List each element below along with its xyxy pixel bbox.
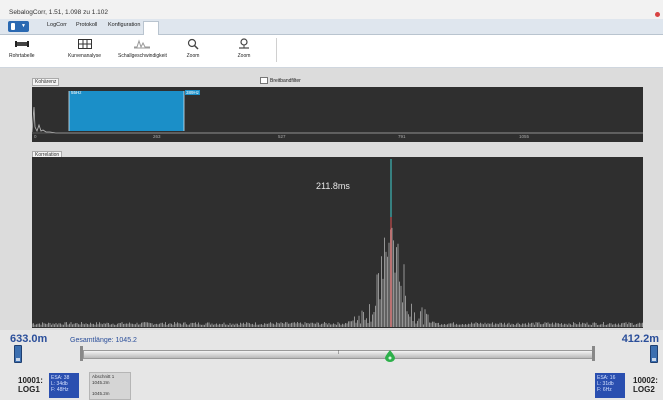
schallgeschwindigkeit-label: Schallgeschwindigkeit	[118, 53, 167, 59]
left-distance: 633.0m	[10, 333, 48, 345]
left-level: L: 34db	[51, 381, 68, 387]
tab-logcorr[interactable]: LogCorr	[47, 22, 67, 28]
schallgeschwindigkeit-button[interactable]: Schallgeschwindigkeit	[118, 37, 167, 59]
toolbar-separator	[276, 38, 277, 62]
zoom-reset-icon	[235, 37, 253, 50]
tab-konfiguration[interactable]: Konfiguration	[108, 22, 141, 28]
total-length: Gesamtlänge: 1045.2	[70, 337, 137, 344]
pipe-end-cap	[592, 346, 595, 361]
pipe-start-cap	[80, 346, 83, 361]
left-sensor-icon[interactable]	[14, 345, 22, 363]
checkbox-box[interactable]	[260, 77, 268, 84]
left-logger-name: 10001: LOG1	[18, 376, 43, 394]
right-logger-info: ESA: 16 L: 31db F: 6Hz	[595, 373, 625, 398]
close-icon[interactable]	[655, 12, 660, 17]
peak-time-label: 211.8ms	[316, 181, 350, 191]
coherence-tick: 791	[398, 134, 406, 139]
left-logger-label: LOG1	[18, 385, 40, 394]
wave-icon	[133, 37, 151, 50]
right-logger-label: LOG2	[633, 385, 655, 394]
coherence-tick: 527	[278, 134, 286, 139]
chevron-down-icon: ▼	[21, 23, 26, 29]
zoom-icon	[184, 37, 202, 50]
rohrtabelle-button[interactable]: Rohrtabelle	[9, 37, 35, 59]
broadband-filter-label: Breitbandfilter	[270, 77, 301, 84]
tab-protokoll[interactable]: Protokoll	[76, 22, 98, 28]
pipe-table-icon	[13, 37, 31, 50]
right-level: L: 31db	[597, 381, 614, 387]
tab-empty[interactable]	[143, 21, 159, 35]
right-sensor-icon[interactable]	[650, 345, 658, 363]
coherence-tick: 263	[153, 134, 161, 139]
pipe-marker: I	[338, 350, 340, 356]
left-esa: ESA: 38	[51, 375, 70, 381]
broadband-filter-checkbox[interactable]: Breitbandfilter	[260, 77, 301, 84]
right-esa: ESA: 16	[597, 375, 616, 381]
section-box[interactable]: Abschnitt 1 1045.2m 1045.2m	[89, 372, 131, 400]
section-title: Abschnitt 1	[92, 374, 115, 379]
title-bar	[0, 0, 663, 19]
pipe-track[interactable]: I	[80, 344, 595, 366]
correlation-curve	[32, 227, 643, 327]
left-logger-info: ESA: 38 L: 34db F: 48Hz	[49, 373, 79, 398]
section-extra: 1045.2m	[92, 391, 110, 396]
coherence-tick: 0	[34, 134, 37, 139]
zoom-in-label: Zoom	[186, 53, 200, 59]
app-title: SebalogCorr, 1.51, 1.098 zu 1.102	[9, 9, 109, 16]
coherence-label: Kohärenz	[32, 78, 60, 86]
toolbar	[0, 35, 663, 68]
grid-icon	[76, 37, 94, 50]
left-logger-id: 10001:	[18, 376, 43, 385]
leak-position-icon[interactable]	[385, 350, 395, 362]
right-logger-name: 10002: LOG2	[633, 376, 658, 394]
right-distance: 412.2m	[621, 333, 659, 345]
app-menu-button[interactable]: ▼	[8, 21, 29, 32]
correlation-plot[interactable]: 211.8ms	[32, 157, 643, 328]
zoom-reset-button[interactable]: Zoom	[235, 37, 253, 59]
band-selection	[69, 91, 184, 131]
kurvenanalyse-label: Kurvenanalyse	[68, 53, 102, 59]
ribbon-tab-row	[0, 19, 663, 35]
coherence-tick: 1055	[519, 134, 530, 139]
zoom-reset-label: Zoom	[237, 53, 251, 59]
section-length: 1045.2m	[92, 380, 110, 385]
device-icon	[11, 23, 15, 30]
left-freq: F: 48Hz	[51, 387, 69, 393]
coherence-plot[interactable]: 55Hz 389Hz 0 263 527 791 1055	[32, 87, 643, 142]
rohrtabelle-label: Rohrtabelle	[9, 53, 35, 59]
right-logger-id: 10002:	[633, 376, 658, 385]
right-freq: F: 6Hz	[597, 387, 612, 393]
zoom-in-button[interactable]: Zoom	[184, 37, 202, 59]
kurvenanalyse-button[interactable]: Kurvenanalyse	[68, 37, 101, 59]
band-low-label: 55Hz	[71, 90, 82, 95]
band-high-label: 389Hz	[185, 90, 201, 95]
